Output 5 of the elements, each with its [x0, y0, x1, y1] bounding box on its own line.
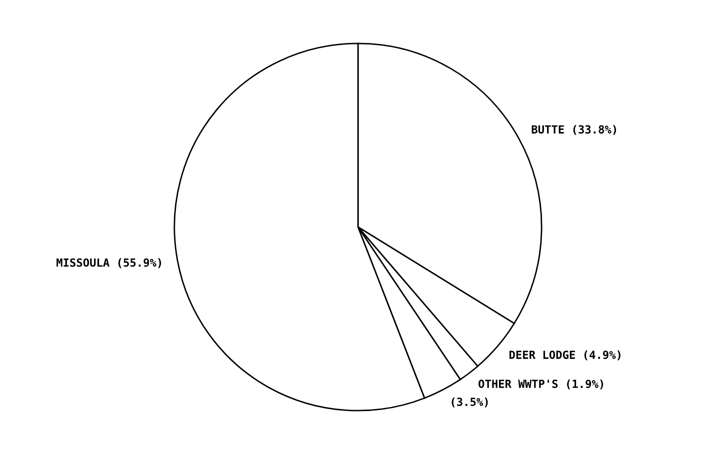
data-label: (3.5%) [452, 397, 488, 408]
slice-label: DEER LODGE (4.9%) [510, 350, 620, 360]
slice-label: BUTTE (33.8%) [532, 125, 616, 135]
slice-label: OTHER WWTP'S (1.9%) [478, 379, 604, 390]
slice-label: MISSOULA (55.9%) [56, 258, 162, 268]
